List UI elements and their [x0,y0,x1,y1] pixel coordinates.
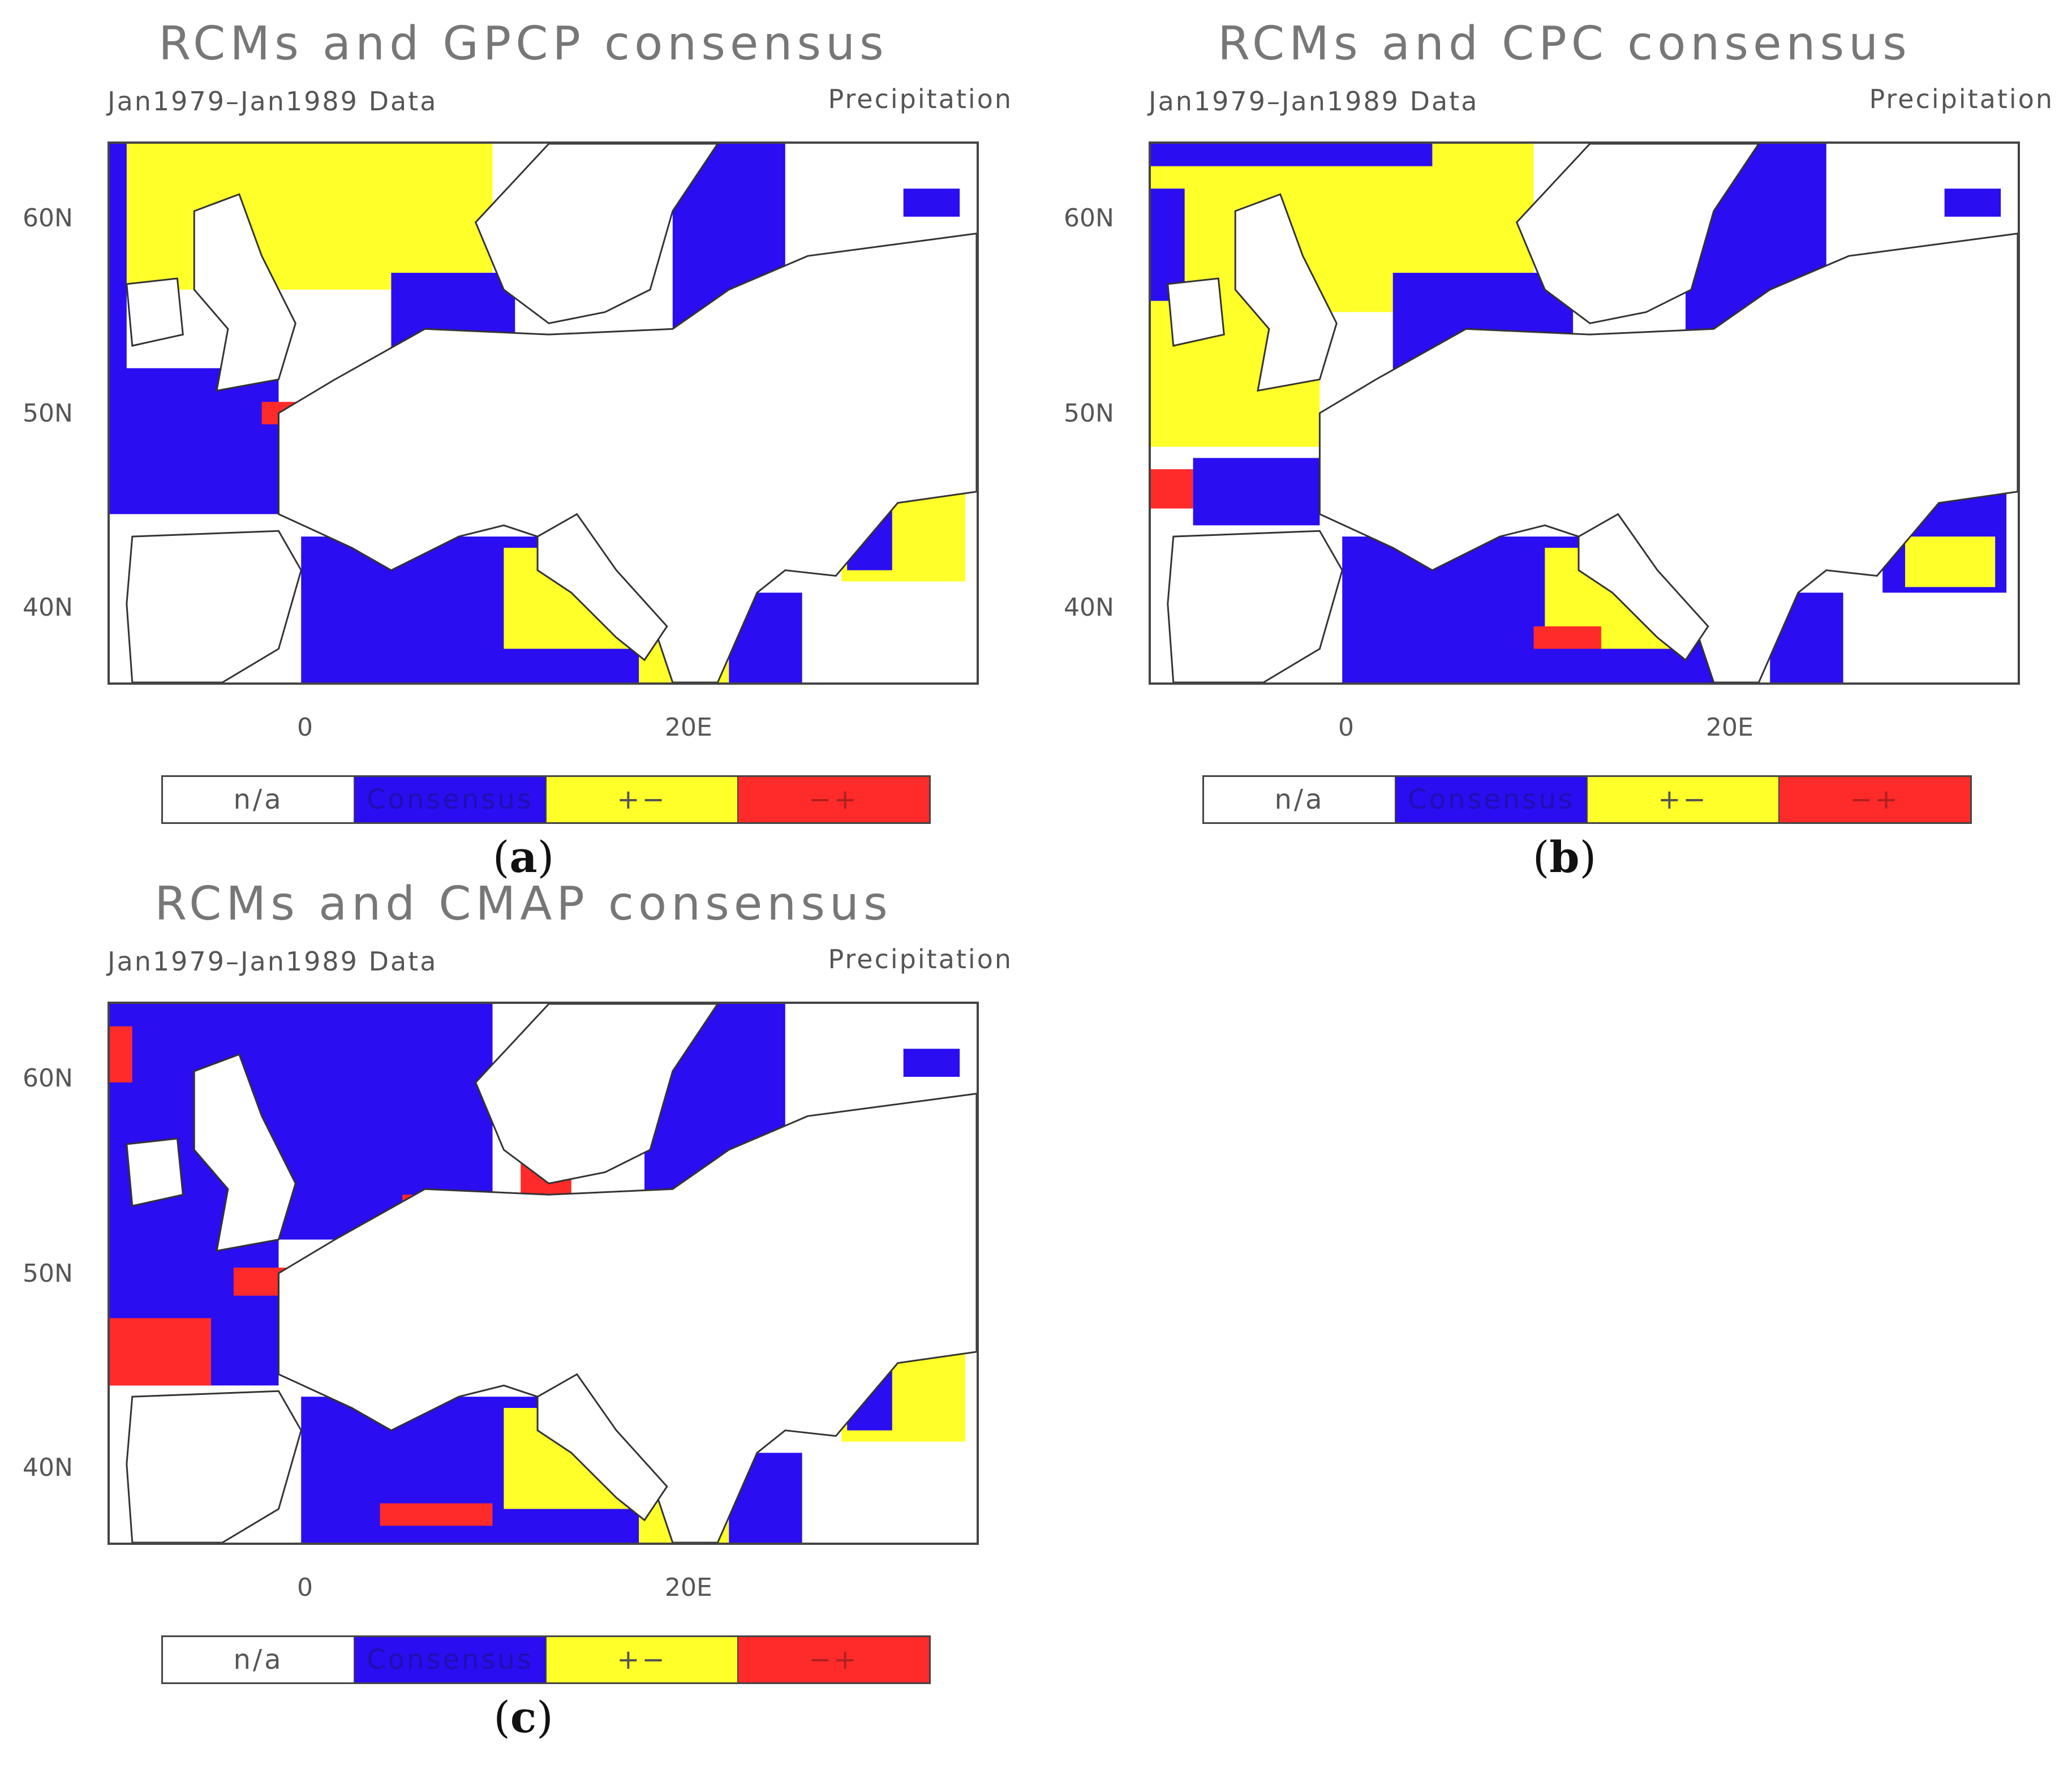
iberia-outline [126,1390,302,1543]
panel-title: RCMs and GPCP consensus [158,17,888,71]
scandinavia-outline [1515,144,1760,324]
legend-plus-minus: +− [545,777,737,822]
caption-letter: a [509,832,538,882]
atlantic-north-plusminus [110,144,493,290]
coastlines [126,1004,977,1543]
atlantic-top-consensus [1151,144,1433,166]
lat-label-50n: 50N [23,1259,73,1288]
lon-label-0: 0 [297,1573,313,1602]
lat-label-60n: 60N [23,1064,73,1093]
consensus-map [108,1002,979,1545]
tyrrhenian-minusplus [1533,626,1601,649]
atlantic-west-consensus [110,144,127,380]
legend-consensus: Consensus [354,1637,545,1682]
ireland-outline [126,277,184,347]
legend-na: n/a [163,1637,354,1682]
consensus-map [1149,141,2020,685]
britain-outline [193,1053,296,1252]
legend-minus-plus: −+ [737,1637,929,1682]
panel-subtitle: Jan1979–Jan1989 Data [108,946,438,977]
lon-label-0: 0 [1338,713,1354,742]
map-canvas [110,1004,977,1543]
biscay-minusplus [110,1318,212,1386]
italy-outline [1577,513,1709,662]
panel-subtitle: Jan1979–Jan1989 Data [108,86,438,117]
variable-label: Precipitation [1869,84,2054,114]
caption-letter: b [1549,832,1580,882]
continent-outline [277,233,977,682]
map-canvas [110,144,977,682]
map-canvas [1151,144,2018,682]
ireland-outline [126,1137,184,1207]
panel-title: RCMs and CMAP consensus [154,877,892,931]
atlantic-sw-minusplus [1151,469,1193,509]
lat-label-50n: 50N [1064,399,1114,428]
italy-outline [536,1373,668,1522]
iberia-outline [126,530,302,682]
panel-b: RCMs and CPC consensus Jan1979–Jan1989 D… [1041,0,2072,883]
consensus-map [108,141,979,685]
gulf-finland-consensus [903,1049,960,1077]
scandinavia-outline [474,144,719,324]
biscay-consensus [1193,458,1320,526]
panel-title: RCMs and CPC consensus [1218,17,1911,71]
panel-subtitle: Jan1979–Jan1989 Data [1149,86,1479,117]
legend-plus-minus: +− [545,1637,737,1682]
lat-label-40n: 40N [1064,593,1114,622]
coastlines [1167,144,2018,682]
legend-colorbar: n/a Consensus +− −+ [1202,775,1972,824]
lon-label-0: 0 [297,713,313,742]
legend-plus-minus: +− [1587,777,1778,822]
gulf-finland-consensus [1944,188,2001,217]
caption: (b) [1532,832,1597,882]
britain-outline [193,193,296,392]
legend-consensus: Consensus [1395,777,1587,822]
britain-outline [1234,193,1338,392]
legend-colorbar: n/a Consensus +− −+ [161,775,931,824]
med-south-minusplus [380,1503,493,1526]
lat-label-60n: 60N [23,204,73,233]
lon-label-20e: 20E [1706,713,1753,742]
iberia-outline [1167,530,1343,682]
continent-outline [1318,233,2018,682]
lon-label-20e: 20E [665,1573,712,1602]
lat-label-40n: 40N [23,593,73,622]
variable-label: Precipitation [828,944,1013,974]
scandinavia-outline [474,1004,719,1184]
lat-label-40n: 40N [23,1453,73,1482]
ireland-outline [1167,277,1225,347]
caption: (a) [492,832,554,882]
caption: (c) [493,1692,553,1742]
lat-label-60n: 60N [1064,204,1114,233]
coastlines [126,144,977,682]
panel-c: RCMs and CMAP consensus Jan1979–Jan1989 … [0,860,1047,1743]
caption-letter: c [510,1692,537,1742]
italy-outline [536,513,668,662]
biscay-consensus [110,368,279,514]
gulf-finland-consensus [903,188,960,217]
legend-na: n/a [1204,777,1395,822]
continent-outline [277,1093,977,1543]
lon-label-20e: 20E [665,713,712,742]
legend-na: n/a [163,777,354,822]
legend-minus-plus: −+ [1778,777,1970,822]
atlantic-nw-minusplus [110,1026,132,1083]
legend-minus-plus: −+ [737,777,929,822]
legend-consensus: Consensus [354,777,545,822]
variable-label: Precipitation [828,84,1013,114]
black-sea-plusminus [1905,536,1996,587]
legend-colorbar: n/a Consensus +− −+ [161,1635,931,1684]
lat-label-50n: 50N [23,399,73,428]
panel-a: RCMs and GPCP consensus Jan1979–Jan1989 … [0,0,1047,883]
